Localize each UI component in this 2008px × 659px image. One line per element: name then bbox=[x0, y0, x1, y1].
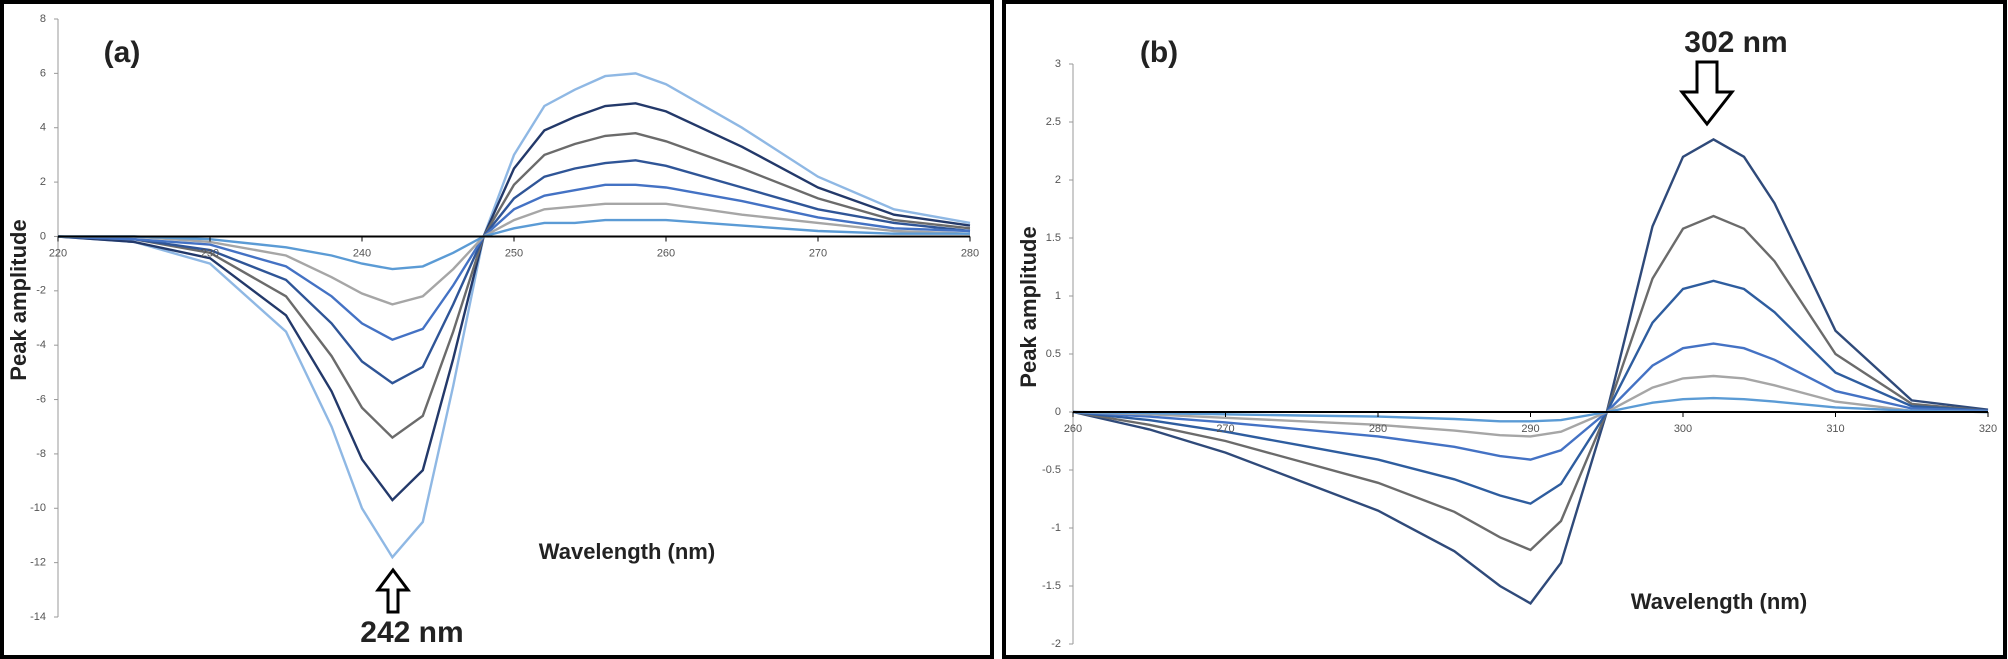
panel-label: (b) bbox=[1140, 36, 1178, 69]
arrow bbox=[375, 567, 411, 614]
panel-frame bbox=[1002, 0, 2007, 659]
y-tick-label: 3 bbox=[1055, 58, 1061, 70]
y-tick-label: 1.5 bbox=[1046, 232, 1061, 244]
y-tick-label: -8 bbox=[36, 448, 46, 460]
x-tick-label: 260 bbox=[657, 247, 675, 259]
arrow bbox=[1678, 60, 1736, 127]
x-tick-label: 250 bbox=[505, 247, 523, 259]
x-tick-label: 270 bbox=[1216, 423, 1234, 435]
y-tick-label: 2 bbox=[40, 176, 46, 188]
y-tick-label: -6 bbox=[36, 393, 46, 405]
curve bbox=[57, 102, 971, 502]
panel-label: (a) bbox=[104, 36, 141, 69]
x-tick-label: 320 bbox=[1979, 423, 1997, 435]
curve bbox=[1072, 374, 1989, 438]
y-tick-label: 6 bbox=[40, 67, 46, 79]
x-tick-label: 230 bbox=[201, 247, 219, 259]
peak-annotation: 302 nm bbox=[1684, 26, 1787, 59]
y-tick-label: -1 bbox=[1051, 522, 1061, 534]
x-tick-label: 310 bbox=[1826, 423, 1844, 435]
y-tick-label: -10 bbox=[30, 502, 46, 514]
x-tick-label: 270 bbox=[809, 247, 827, 259]
y-axis-label: Peak amplitude bbox=[6, 219, 31, 380]
y-tick-label: 0 bbox=[1055, 406, 1061, 418]
y-tick-label: 0 bbox=[40, 230, 46, 242]
y-tick-label: -14 bbox=[30, 611, 46, 623]
curve bbox=[58, 218, 970, 271]
curve bbox=[57, 183, 971, 342]
y-tick-label: -2 bbox=[36, 285, 46, 297]
x-tick-label: 280 bbox=[961, 247, 979, 259]
y-tick-label: 0.5 bbox=[1046, 348, 1061, 360]
x-tick-label: 290 bbox=[1521, 423, 1539, 435]
curve bbox=[57, 159, 971, 385]
curve bbox=[57, 72, 971, 560]
x-axis-label: Wavelength (nm) bbox=[539, 539, 715, 564]
y-tick-label: -2 bbox=[1051, 638, 1061, 650]
y-tick-label: -4 bbox=[36, 339, 46, 351]
x-tick-label: 260 bbox=[1064, 423, 1082, 435]
curve bbox=[1072, 279, 1989, 505]
curve bbox=[57, 131, 971, 440]
curve bbox=[1072, 396, 1989, 423]
x-axis-label: Wavelength (nm) bbox=[1631, 589, 1807, 614]
curve bbox=[1072, 342, 1989, 461]
x-tick-label: 280 bbox=[1369, 423, 1387, 435]
y-tick-label: 2.5 bbox=[1046, 116, 1061, 128]
y-tick-label: -1.5 bbox=[1042, 580, 1061, 592]
y-tick-label: 2 bbox=[1055, 174, 1061, 186]
x-tick-label: 220 bbox=[49, 247, 67, 259]
y-tick-label: -12 bbox=[30, 557, 46, 569]
peak-annotation: 242 nm bbox=[360, 616, 463, 649]
y-tick-label: 4 bbox=[40, 122, 46, 134]
x-tick-label: 300 bbox=[1674, 423, 1692, 435]
y-tick-label: 1 bbox=[1055, 290, 1061, 302]
y-tick-label: -0.5 bbox=[1042, 464, 1061, 476]
panel-frame bbox=[0, 0, 994, 659]
curve bbox=[1072, 214, 1989, 552]
y-tick-label: 8 bbox=[40, 13, 46, 25]
x-tick-label: 240 bbox=[353, 247, 371, 259]
curve bbox=[1072, 138, 1989, 605]
curve bbox=[58, 202, 971, 306]
y-axis-label: Peak amplitude bbox=[1016, 226, 1041, 387]
